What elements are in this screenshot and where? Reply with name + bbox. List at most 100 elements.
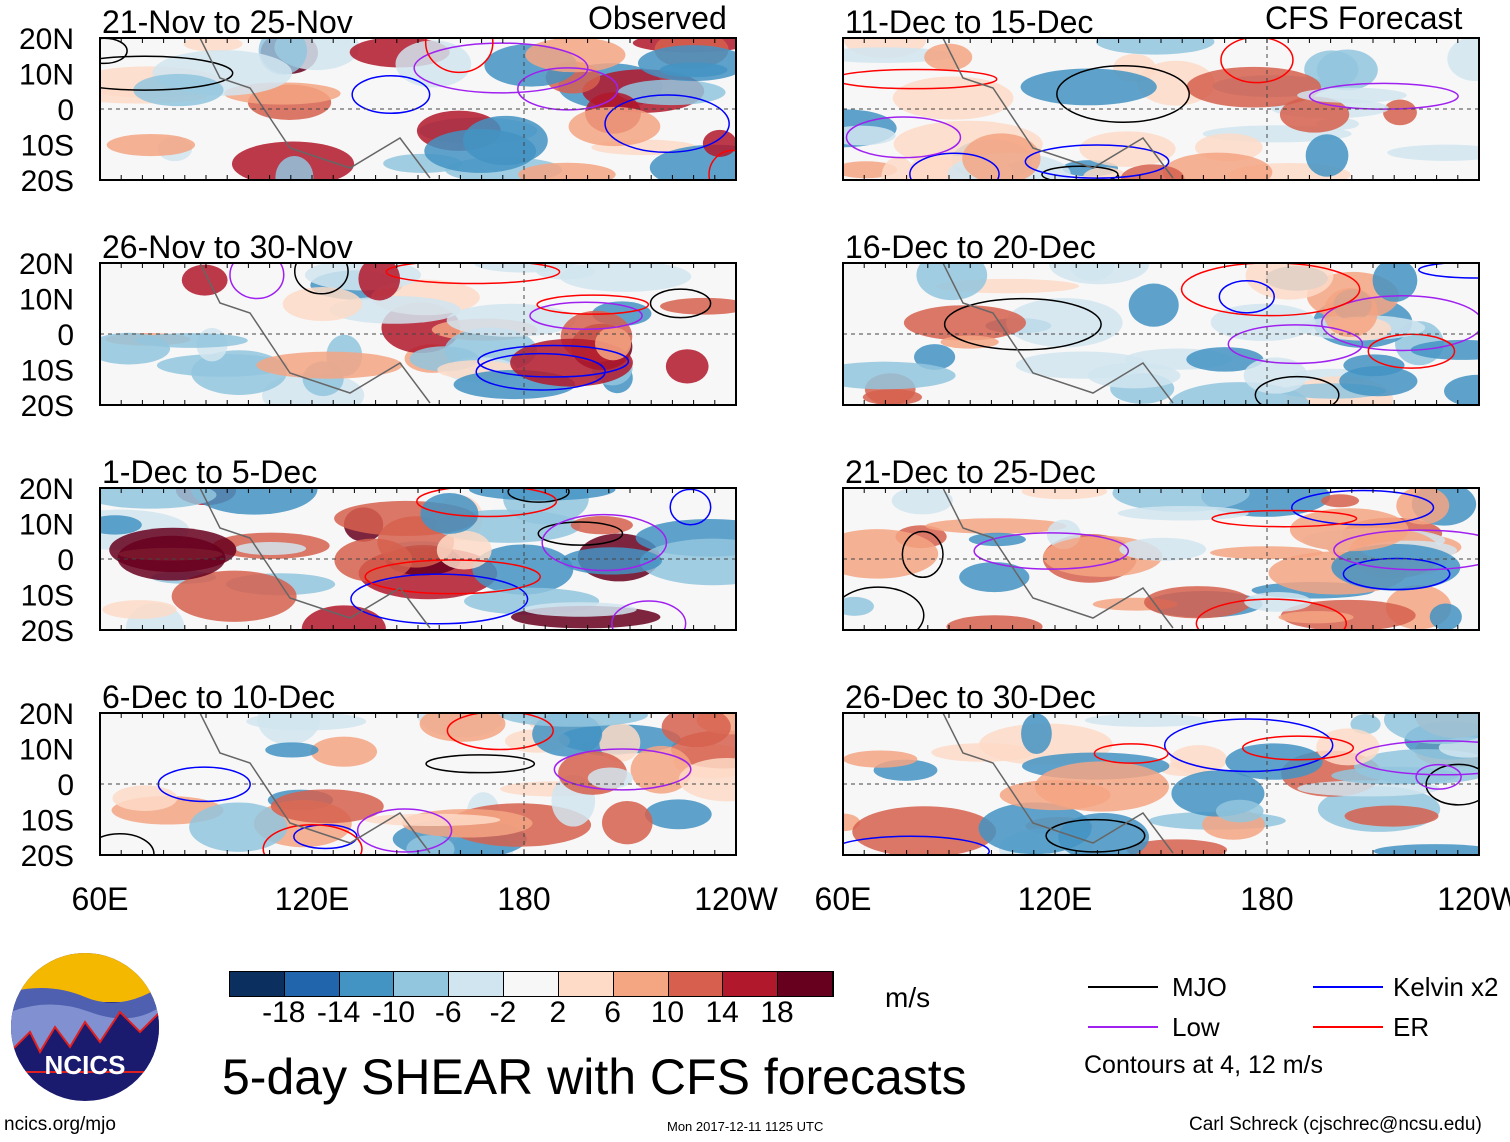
wave-contour bbox=[649, 288, 712, 319]
lat-label: 0 bbox=[57, 544, 74, 577]
shear-anomaly bbox=[843, 596, 875, 616]
lat-label: 20N bbox=[19, 23, 74, 56]
shear-anomaly bbox=[183, 38, 243, 52]
coastline bbox=[942, 713, 1174, 854]
shear-anomaly bbox=[1447, 38, 1479, 82]
lat-label: 10N bbox=[19, 509, 74, 542]
shear-anomaly bbox=[561, 547, 663, 575]
wave-contour bbox=[1041, 165, 1119, 180]
shear-anomaly bbox=[1410, 339, 1479, 360]
logo-text: NCICS bbox=[45, 1050, 126, 1080]
colorbar-label: 10 bbox=[650, 996, 685, 1029]
colorbar-swatch bbox=[778, 972, 833, 996]
shear-anomaly bbox=[106, 133, 196, 157]
panel-title: 21-Dec to 25-Dec bbox=[845, 454, 1096, 490]
shear-anomaly bbox=[1144, 586, 1252, 619]
shear-anomaly bbox=[310, 736, 378, 767]
wave-contour bbox=[843, 586, 925, 630]
left-header: Observed bbox=[588, 0, 727, 36]
shear-anomaly bbox=[1243, 357, 1308, 394]
lat-label: 10N bbox=[19, 284, 74, 317]
wave-contour bbox=[1333, 529, 1479, 571]
shear-anomaly bbox=[436, 530, 492, 570]
shear-anomaly bbox=[678, 757, 736, 802]
lon-label: 60E bbox=[72, 881, 129, 917]
shear-anomaly bbox=[189, 802, 288, 852]
panel-title: 6-Dec to 10-Dec bbox=[102, 679, 335, 715]
wave-contour bbox=[1180, 263, 1361, 317]
shear-anomaly bbox=[1095, 38, 1215, 55]
shear-anomaly bbox=[1297, 87, 1407, 103]
map-panel bbox=[842, 37, 1480, 181]
colorbar-swatch bbox=[558, 972, 614, 996]
shear-anomaly bbox=[1021, 488, 1108, 500]
shear-anomaly bbox=[978, 802, 1092, 855]
wave-contour bbox=[973, 532, 1130, 570]
source-url: ncics.org/mjo bbox=[4, 1114, 116, 1135]
shear-anomaly bbox=[903, 305, 1027, 341]
shear-anomaly bbox=[1372, 263, 1418, 302]
legend-line-er bbox=[1313, 1026, 1383, 1028]
shear-anomaly bbox=[1120, 164, 1185, 180]
shear-anomaly bbox=[843, 529, 939, 579]
lon-label: 180 bbox=[497, 881, 550, 917]
wave-contour bbox=[100, 55, 234, 91]
wave-contour bbox=[1093, 743, 1169, 764]
shear-anomaly bbox=[1305, 134, 1349, 177]
colorbar-label: -2 bbox=[489, 996, 517, 1029]
shear-anomaly bbox=[1373, 844, 1479, 855]
shear-anomaly bbox=[862, 389, 923, 405]
shear-anomaly bbox=[999, 780, 1111, 811]
shear-anomaly bbox=[358, 263, 401, 301]
wave-contour bbox=[1425, 763, 1479, 806]
colorbar-swatch bbox=[613, 972, 669, 996]
wave-contour bbox=[1241, 735, 1355, 761]
lon-label: 120E bbox=[275, 881, 350, 917]
shear-anomaly bbox=[472, 544, 574, 595]
lon-label: 180 bbox=[1240, 881, 1293, 917]
wave-contour bbox=[294, 263, 349, 295]
shear-anomaly bbox=[1331, 766, 1459, 785]
colorbar-label: 14 bbox=[705, 996, 739, 1029]
shear-anomaly bbox=[962, 133, 1041, 180]
legend-line-mjo bbox=[1088, 986, 1158, 988]
shear-anomaly bbox=[924, 43, 973, 71]
shear-anomaly bbox=[275, 156, 314, 180]
shear-anomaly bbox=[568, 106, 661, 147]
map-panel bbox=[99, 37, 737, 181]
shear-anomaly bbox=[1020, 68, 1157, 106]
shear-anomaly bbox=[1321, 494, 1360, 508]
shear-anomaly bbox=[959, 562, 1030, 593]
wave-contour bbox=[425, 754, 536, 774]
wave-contour bbox=[553, 748, 692, 791]
wave-contour bbox=[413, 42, 589, 94]
lat-label: 10N bbox=[19, 734, 74, 767]
panel-title: 21-Nov to 25-Nov bbox=[102, 4, 353, 40]
wave-contour bbox=[416, 488, 558, 518]
shear-anomaly bbox=[523, 602, 637, 617]
wave-contour bbox=[1195, 598, 1347, 630]
shear-anomaly bbox=[395, 40, 472, 88]
shear-anomaly bbox=[190, 488, 318, 515]
lat-label: 10N bbox=[19, 59, 74, 92]
shear-anomaly bbox=[419, 713, 506, 742]
shear-anomaly bbox=[1117, 506, 1249, 521]
right-header: CFS Forecast bbox=[1265, 0, 1463, 36]
wave-contour bbox=[517, 67, 619, 111]
shear-anomaly bbox=[660, 297, 736, 315]
lat-label: 20N bbox=[19, 248, 74, 281]
legend-note: Contours at 4, 12 m/s bbox=[1084, 1051, 1324, 1079]
wave-contour bbox=[708, 149, 736, 180]
shear-anomaly bbox=[1162, 152, 1273, 180]
wave-contour bbox=[1211, 509, 1358, 528]
shear-anomaly bbox=[1069, 263, 1115, 282]
shear-anomaly bbox=[469, 488, 616, 501]
panel-title: 26-Nov to 30-Nov bbox=[102, 229, 353, 265]
colorbar-swatch bbox=[394, 972, 450, 996]
shear-anomaly bbox=[1316, 728, 1380, 766]
legend-low: Low bbox=[1172, 1012, 1220, 1042]
colorbar-label: -6 bbox=[434, 996, 462, 1029]
shear-anomaly bbox=[102, 600, 177, 619]
lon-label: 120W bbox=[1437, 881, 1510, 917]
shear-anomaly bbox=[1289, 508, 1409, 552]
